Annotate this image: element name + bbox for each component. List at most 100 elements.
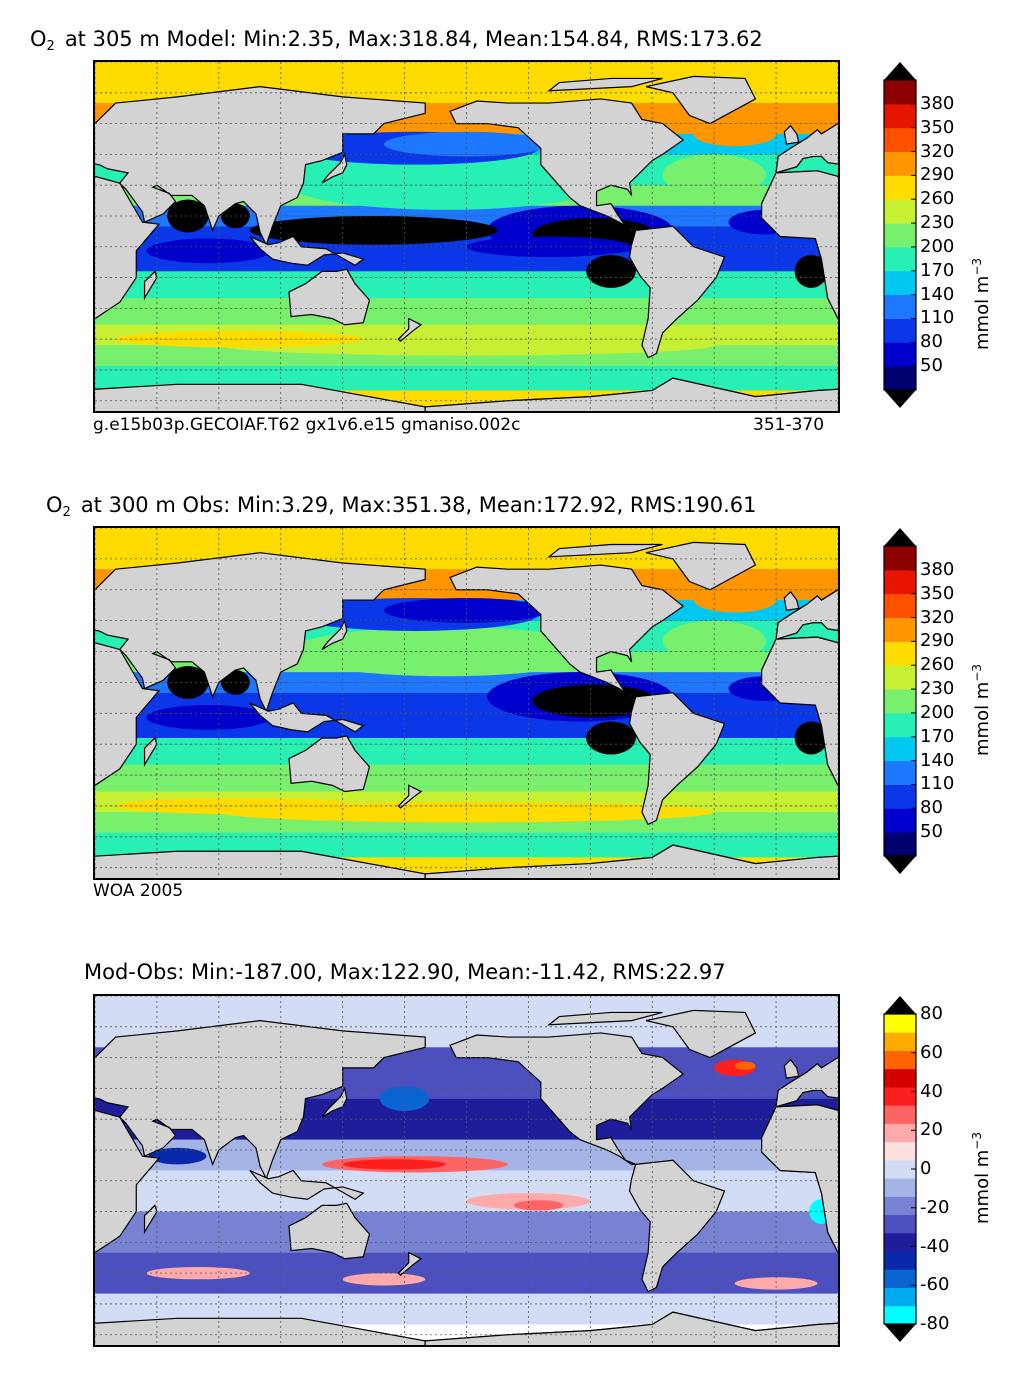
colorbar-tick-label: 230 xyxy=(920,678,955,700)
colorbar-obs-svg xyxy=(883,528,917,874)
model-eq-ext xyxy=(466,236,632,258)
land-masses xyxy=(95,75,838,411)
land-southAm xyxy=(628,692,726,826)
colorbar-diff-unit: mmol m−3 xyxy=(970,1131,993,1224)
colorbar-segment xyxy=(884,127,916,153)
colorbar-tick-label: -20 xyxy=(920,1196,950,1218)
land-masses xyxy=(95,541,838,878)
colorbar-diff: -80 -60 -40 -20 0 20 40 60 80 mmol m−3 xyxy=(880,994,1020,1344)
colorbar-model-unit: mmol m−3 xyxy=(970,257,993,350)
land-antarctica xyxy=(95,383,426,411)
caption-model-years: 351-370 xyxy=(753,415,825,435)
land-northAm xyxy=(449,564,685,698)
colorbar-segment xyxy=(884,342,916,367)
panel-title-obs: O2 at 300 m Obs: Min:3.29, Max:351.38, Me… xyxy=(46,493,757,520)
colorbar-tick-label: 320 xyxy=(920,140,955,162)
colorbar-segment xyxy=(884,1251,916,1270)
land-eurasia xyxy=(95,1020,426,1181)
land-eurasia xyxy=(775,122,838,174)
np-blue xyxy=(379,1086,430,1111)
colorbar-model-svg xyxy=(883,62,917,408)
colorbar-segment xyxy=(884,593,916,619)
na-gyre xyxy=(662,620,766,662)
colorbar-tick-label: 170 xyxy=(920,259,955,281)
land-madagascar xyxy=(143,736,158,767)
land-africa xyxy=(761,170,838,320)
colorbar-segment xyxy=(884,736,916,762)
colorbar-segment xyxy=(884,712,916,738)
colorbar-segment xyxy=(884,246,916,272)
arabian-blue xyxy=(148,1147,207,1165)
colorbar-segment xyxy=(884,294,916,319)
colorbar-segment xyxy=(884,223,916,248)
indian-equator xyxy=(146,238,271,264)
colorbar-segment xyxy=(884,103,916,129)
land-uk xyxy=(783,124,800,145)
np-gulf-alaska xyxy=(383,598,550,623)
title-text: Mod-Obs: Min:-187.00, Max:122.90, Mean:-… xyxy=(84,960,726,984)
colorbar-tick-label: 350 xyxy=(920,116,955,138)
land-eurasia xyxy=(775,588,838,641)
land-eurasia xyxy=(95,86,426,247)
colorbar-segment xyxy=(884,760,916,785)
colorbar-segment xyxy=(884,366,916,391)
map-diff xyxy=(93,994,840,1347)
title-text: at 305 m Model: Min:2.35, Max:318.84, Me… xyxy=(64,27,763,51)
colorbar-tick-label: 110 xyxy=(920,307,955,329)
colorbar-segment xyxy=(884,784,916,809)
colorbar-tick-label: 290 xyxy=(920,630,955,652)
colorbar-segment xyxy=(884,1141,916,1161)
land-uk xyxy=(783,1058,800,1079)
land-madagascar xyxy=(143,270,158,301)
land-canadaIsl xyxy=(547,543,663,558)
colorbar-frame xyxy=(883,545,917,857)
so-pink-3 xyxy=(734,1277,818,1290)
graticule xyxy=(95,62,838,411)
colorbar-tick-label: 230 xyxy=(920,212,955,234)
colorbar-tick-label: 0 xyxy=(920,1158,932,1179)
land-newZealand xyxy=(397,784,423,809)
land-northAm xyxy=(449,1032,685,1165)
colorbar-tick-label: 290 xyxy=(920,164,955,186)
panel-title-model: O2 at 305 m Model: Min:2.35, Max:318.84, … xyxy=(30,27,763,54)
colorbar-tick-label: 350 xyxy=(920,582,955,604)
title-subscript: 2 xyxy=(46,39,55,54)
peru-core xyxy=(586,721,636,755)
colorbar-segment xyxy=(884,1287,916,1307)
so-indian xyxy=(115,797,364,815)
colorbar-tick-label: 50 xyxy=(920,355,943,377)
na-gyre xyxy=(662,154,766,196)
colorbar-segment xyxy=(884,1105,916,1124)
land-africa xyxy=(95,642,161,787)
colorbar-segment xyxy=(884,1196,916,1216)
colorbar-tick-label: 380 xyxy=(920,92,955,114)
colorbar-under-triangle xyxy=(884,390,916,408)
colorbar-segment xyxy=(884,665,916,690)
land-greenland xyxy=(645,541,757,591)
map-model xyxy=(93,60,840,413)
colorbar-diff-svg xyxy=(883,996,917,1342)
land-newZealand xyxy=(397,317,423,343)
colorbar-segment xyxy=(884,689,916,714)
land-indonesia xyxy=(249,702,365,733)
sp-red xyxy=(513,1200,564,1211)
colorbar-segment xyxy=(884,1068,916,1088)
land-canadaIsl xyxy=(547,1011,663,1026)
colorbar-segment xyxy=(884,1305,916,1325)
pac-eq-core xyxy=(342,1159,446,1170)
land-japan xyxy=(321,1086,348,1118)
colorbar-tick-label: 260 xyxy=(920,654,955,676)
colorbar-tick-label: 80 xyxy=(920,797,943,819)
colorbar-segment xyxy=(884,199,916,224)
so-pink-2 xyxy=(342,1273,426,1286)
colorbar-segment xyxy=(884,832,916,857)
indian-equator xyxy=(146,705,271,730)
colorbar-frame xyxy=(883,79,917,391)
colorbar-obs-unit: mmol m−3 xyxy=(970,663,993,756)
land-canadaIsl xyxy=(547,77,663,92)
land-greenland xyxy=(645,1009,757,1059)
colorbar-segment xyxy=(884,1123,916,1143)
land-australia xyxy=(288,1202,371,1260)
labrador xyxy=(693,587,777,613)
colorbar-tick-label: 200 xyxy=(920,235,955,257)
